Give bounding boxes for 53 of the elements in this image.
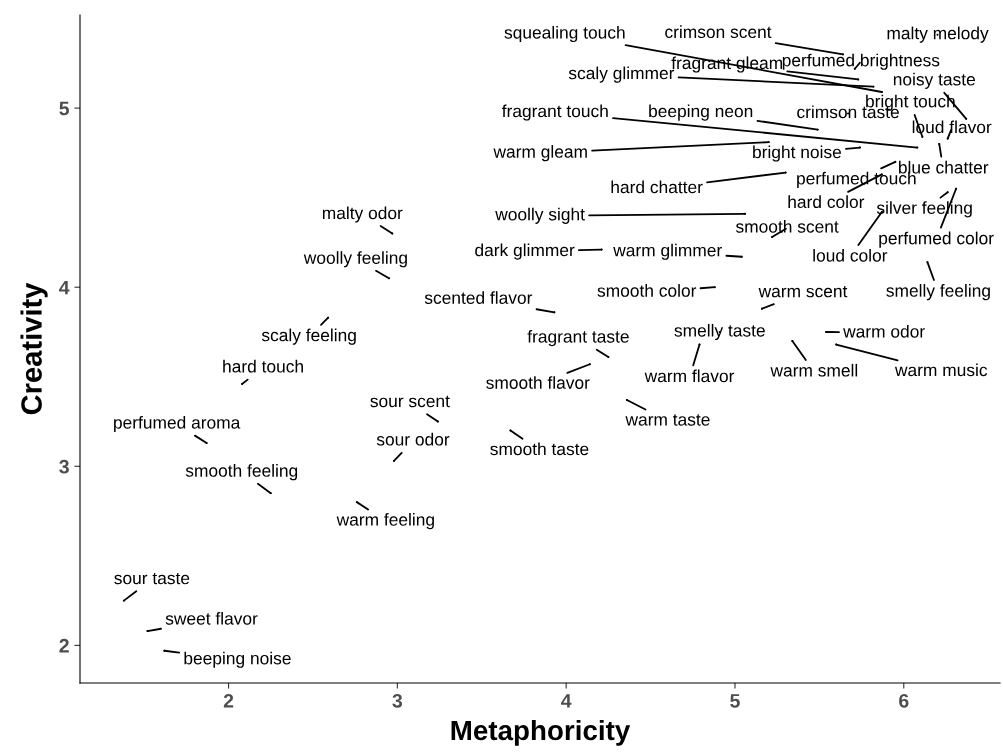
data-label: scaly feeling <box>261 328 356 345</box>
x-tick-label: 5 <box>730 694 740 708</box>
data-label: woolly sight <box>495 207 585 224</box>
data-label: hard chatter <box>611 180 703 194</box>
data-label: smelly feeling <box>886 284 990 301</box>
data-label: scented flavor <box>424 291 533 304</box>
x-tick-label: 6 <box>899 693 909 708</box>
data-label: warm taste <box>625 414 710 426</box>
x-axis-title: Metaphoricity <box>451 719 631 746</box>
data-label: squealing touch <box>504 25 625 43</box>
data-label: smooth color <box>597 284 697 297</box>
data-label: hard color <box>788 195 865 209</box>
data-label: hard touch <box>223 359 303 373</box>
data-label: warm scent <box>758 285 848 298</box>
data-label: perfumed brightness <box>782 53 940 70</box>
data-label: crimson scent <box>665 25 772 39</box>
data-label: warm odor <box>843 324 925 338</box>
x-tick-label: 3 <box>392 693 403 708</box>
data-label: woolly feeling <box>303 251 407 268</box>
data-label: malty melody <box>887 26 989 43</box>
y-axis-title: Creativity <box>20 282 48 415</box>
data-label: warm gleam <box>493 145 587 162</box>
data-label: sour odor <box>376 432 450 446</box>
data-label: smooth feeling <box>185 464 298 481</box>
data-label: dark glimmer <box>475 243 575 260</box>
data-label: noisy taste <box>893 72 975 89</box>
data-label: fragrant taste <box>527 329 629 347</box>
data-label: loud color <box>813 248 888 262</box>
data-label: warm smell <box>770 363 858 377</box>
data-label: malty odor <box>322 206 403 223</box>
data-label: warm glimmer <box>613 243 722 260</box>
data-label: perfumed color <box>879 231 994 248</box>
data-label: smooth flavor <box>486 376 590 389</box>
data-label: warm music <box>894 363 988 377</box>
data-label: sour taste <box>114 572 190 585</box>
data-label: bright noise <box>753 145 841 162</box>
data-label: warm flavor <box>644 369 735 383</box>
y-tick-label: 5 <box>59 101 70 116</box>
data-label: warm feeling <box>336 513 434 530</box>
y-tick-label: 2 <box>59 638 69 653</box>
data-label: beeping neon <box>649 104 753 121</box>
y-tick-label: 3 <box>59 459 69 474</box>
data-label: perfumed aroma <box>114 415 241 433</box>
data-label: smooth taste <box>490 442 589 456</box>
data-label: beeping noise <box>184 651 291 668</box>
x-tick-label: 2 <box>223 693 234 708</box>
data-label: smooth scent <box>735 219 839 233</box>
data-label: smelly taste <box>674 323 765 341</box>
x-tick-label: 4 <box>561 694 572 708</box>
y-tick-label: 4 <box>59 280 70 295</box>
data-label: sweet flavor <box>165 611 258 625</box>
data-label: fragrant touch <box>501 104 608 121</box>
data-label: sour scent <box>370 395 450 408</box>
